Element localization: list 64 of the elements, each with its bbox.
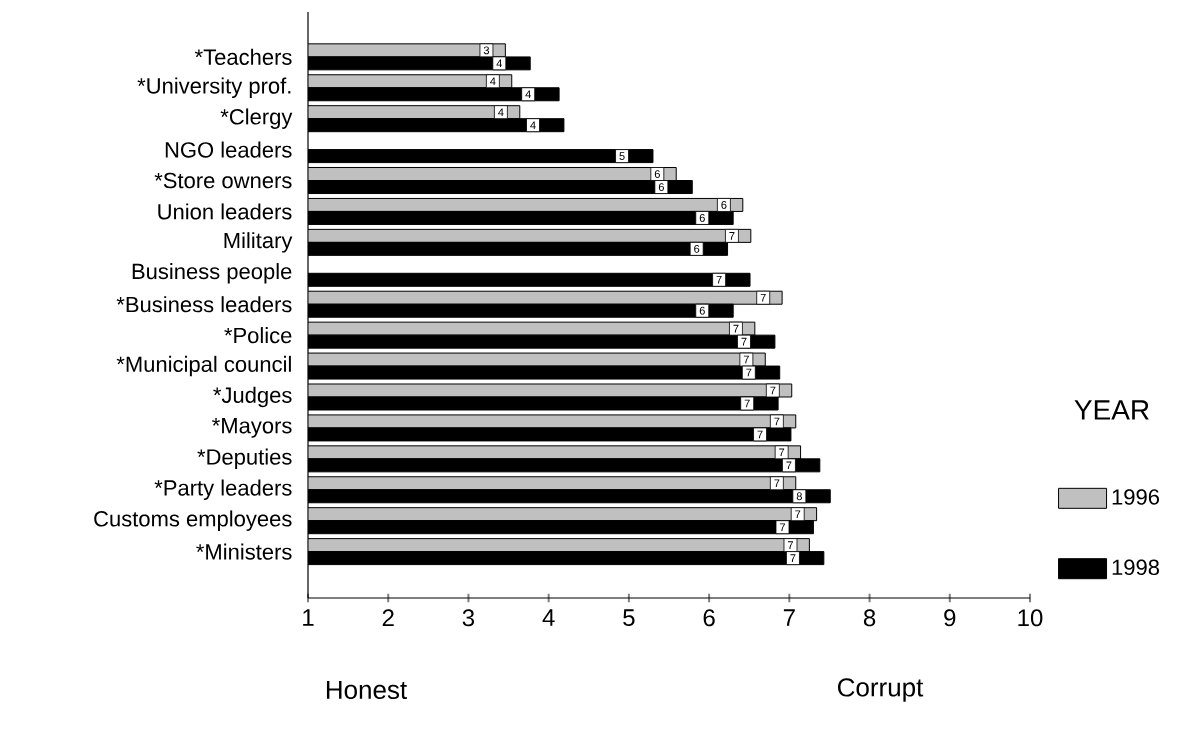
legend-title: YEAR [1074, 400, 1149, 420]
data-label: 7 [779, 448, 785, 457]
y-tick-label: *Deputies [197, 448, 292, 470]
data-label: 7 [774, 417, 780, 426]
data-label: 8 [796, 492, 802, 501]
data-label: 6 [694, 244, 700, 253]
data-label: 7 [729, 232, 735, 240]
y-tick-label: *Municipal council [116, 355, 291, 377]
legend-label: 1998 [1112, 559, 1160, 576]
data-label: 7 [760, 293, 766, 302]
x-tick-label: 9 [944, 609, 956, 627]
data-label: 4 [490, 77, 496, 86]
data-label: 7 [716, 276, 722, 284]
x-tick-label: 6 [703, 609, 715, 627]
data-label: 7 [743, 355, 749, 364]
data-label: 6 [699, 214, 705, 222]
y-tick-label: *Business leaders [116, 296, 292, 313]
y-tick-label: Customs employees [94, 510, 292, 531]
data-label: 3 [483, 46, 490, 55]
y-tick-label: Union leaders [158, 203, 292, 220]
data-label: 4 [525, 90, 531, 99]
data-label: 5 [619, 152, 625, 160]
data-label: 6 [654, 170, 660, 178]
data-label: 7 [744, 399, 750, 408]
data-label: 7 [786, 461, 792, 470]
data-label: 6 [721, 201, 727, 209]
y-tick-label: Business people [132, 263, 292, 284]
data-label: 7 [790, 554, 796, 562]
data-label: 7 [787, 541, 794, 549]
legend-label: 1996 [1112, 489, 1160, 505]
data-label: 4 [498, 108, 504, 116]
x-tick-label: 7 [783, 609, 795, 626]
y-tick-label: *Mayors [212, 418, 292, 438]
text: Honest [326, 680, 407, 700]
data-label: 6 [658, 183, 664, 191]
x-tick-label: 2 [382, 609, 394, 627]
data-label: 7 [741, 337, 747, 346]
x-tick-label: 5 [623, 609, 635, 627]
y-tick-label: *Judges [213, 386, 292, 408]
data-label: 7 [733, 324, 739, 333]
data-label: 7 [770, 386, 776, 395]
text: Corrupt [837, 678, 924, 702]
y-tick-label: *Police [224, 327, 292, 344]
x-tick-label: 10 [1018, 609, 1043, 627]
data-label: 7 [746, 368, 752, 377]
y-tick-label: *Store owners [154, 172, 292, 189]
data-label: 7 [774, 479, 780, 488]
data-label: 6 [699, 306, 705, 315]
data-label: 4 [496, 59, 503, 68]
data-label: 7 [757, 430, 763, 439]
y-tick-label: *Teachers [194, 48, 292, 65]
y-tick-label: Military [224, 232, 293, 253]
data-label: 7 [780, 523, 786, 531]
data-label: 7 [795, 510, 801, 518]
y-tick-label: *Clergy [220, 108, 293, 129]
x-tick-label: 8 [863, 609, 876, 627]
y-tick-label: *University prof. [137, 77, 291, 98]
x-tick-label: 4 [542, 609, 555, 626]
x-tick-label: 1 [303, 609, 314, 626]
y-tick-label: NGO leaders [165, 141, 292, 158]
data-label: 4 [530, 121, 536, 129]
y-tick-label: *Party leaders [154, 479, 292, 500]
y-tick-label: *Ministers [196, 543, 292, 560]
x-tick-label: 3 [462, 609, 475, 627]
